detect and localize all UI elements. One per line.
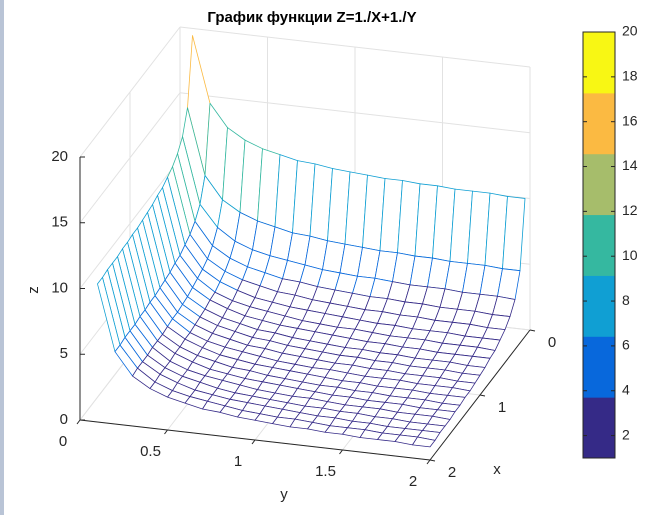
x-tick-label: 0	[548, 334, 556, 351]
z-axis-label: z	[25, 286, 42, 294]
colorbar-band	[583, 214, 615, 276]
y-tick	[251, 439, 256, 445]
y-tick	[426, 459, 431, 465]
x-tick-label: 1	[498, 399, 506, 416]
colorbar-tick-label: 4	[622, 381, 630, 397]
colorbar-tick-label: 20	[622, 23, 638, 39]
grid-line	[79, 92, 181, 224]
colorbar-tick-label: 12	[622, 202, 638, 218]
z-tick-label: 5	[60, 345, 68, 362]
x-tick	[429, 459, 436, 462]
y-tick	[76, 419, 81, 425]
colorbar-tick-label: 14	[622, 157, 638, 173]
z-tick-label: 10	[51, 279, 68, 296]
window-edge	[0, 0, 4, 515]
x-tick	[529, 329, 536, 332]
chart-title: График функции Z=1./X+1./Y	[207, 9, 416, 26]
colorbar-band	[583, 275, 615, 337]
colorbar-tick-label: 6	[622, 337, 630, 353]
z-tick-label: 0	[60, 411, 68, 428]
grid-line	[179, 92, 531, 134]
colorbar-band	[583, 32, 615, 94]
grid-line	[79, 26, 181, 158]
x-tick-label: 2	[448, 464, 456, 481]
y-tick	[339, 449, 343, 455]
y-tick-label: 1	[234, 453, 242, 470]
colorbar-tick-label: 8	[622, 292, 630, 308]
colorbar-band	[583, 336, 615, 398]
grid-line	[179, 26, 531, 68]
z-tick-label: 15	[51, 214, 68, 231]
x-tick	[479, 394, 486, 397]
colorbar-band	[583, 397, 615, 459]
x-axis-label: x	[493, 461, 501, 478]
y-tick	[164, 429, 168, 435]
colorbar-band	[583, 153, 615, 216]
colorbar-frame	[582, 31, 616, 459]
z-tick-label: 20	[51, 148, 68, 165]
y-tick-label: 0.5	[140, 443, 161, 460]
colorbar-band	[583, 92, 615, 155]
y-tick-label: 0	[59, 433, 67, 450]
colorbar-tick-label: 16	[622, 112, 638, 128]
y-tick-label: 1.5	[315, 463, 336, 480]
y-tick-label: 2	[409, 473, 417, 490]
y-axis-label: y	[280, 486, 288, 503]
colorbar-tick-label: 2	[622, 426, 630, 442]
colorbar-tick-label: 18	[622, 68, 638, 84]
grid-line	[79, 158, 181, 289]
colorbar-tick-label: 10	[622, 247, 638, 263]
mesh-cell	[412, 436, 436, 448]
